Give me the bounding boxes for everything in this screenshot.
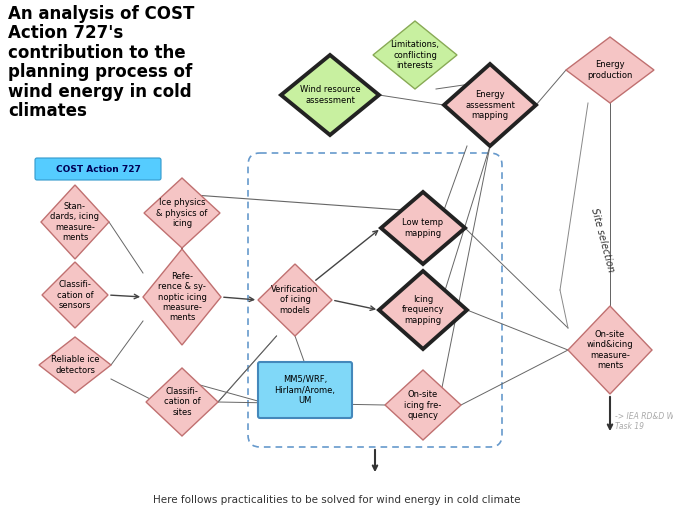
- Text: Stan-
dards, icing
measure-
ments: Stan- dards, icing measure- ments: [50, 202, 100, 242]
- Polygon shape: [444, 64, 536, 146]
- Polygon shape: [41, 185, 109, 259]
- Text: Icing
frequency
mapping: Icing frequency mapping: [402, 295, 444, 325]
- Polygon shape: [568, 306, 652, 394]
- Text: -> IEA RD&D WIND,
Task 19: -> IEA RD&D WIND, Task 19: [615, 412, 673, 431]
- Polygon shape: [566, 37, 654, 103]
- Polygon shape: [379, 271, 467, 349]
- Text: Site selection: Site selection: [589, 207, 615, 273]
- Text: Reliable ice
detectors: Reliable ice detectors: [50, 356, 99, 375]
- Text: Classifi-
cation of
sensors: Classifi- cation of sensors: [57, 280, 94, 310]
- Polygon shape: [373, 21, 457, 89]
- Text: Here follows practicalities to be solved for wind energy in cold climate: Here follows practicalities to be solved…: [153, 495, 520, 505]
- Text: Classifi-
cation of
sites: Classifi- cation of sites: [164, 387, 201, 417]
- Polygon shape: [146, 368, 218, 436]
- Text: An analysis of COST
Action 727's
contribution to the
planning process of
wind en: An analysis of COST Action 727's contrib…: [8, 5, 194, 120]
- FancyBboxPatch shape: [258, 362, 352, 418]
- Polygon shape: [385, 370, 461, 440]
- Text: MM5/WRF,
Hirlam/Arome,
UM: MM5/WRF, Hirlam/Arome, UM: [275, 375, 336, 405]
- Text: On-site
icing fre-
quency: On-site icing fre- quency: [404, 390, 441, 420]
- Text: Verification
of icing
models: Verification of icing models: [271, 285, 319, 315]
- Polygon shape: [258, 264, 332, 336]
- Text: Energy
assessment
mapping: Energy assessment mapping: [465, 90, 515, 120]
- Text: Energy
production: Energy production: [588, 60, 633, 79]
- Text: Refe-
rence & sy-
noptic icing
measure-
ments: Refe- rence & sy- noptic icing measure- …: [157, 272, 207, 322]
- Polygon shape: [42, 262, 108, 328]
- Text: Ice physics
& physics of
icing: Ice physics & physics of icing: [156, 198, 208, 228]
- Text: Wind resource
assessment: Wind resource assessment: [299, 85, 360, 105]
- Text: COST Action 727: COST Action 727: [56, 165, 141, 173]
- Polygon shape: [39, 337, 111, 393]
- Polygon shape: [143, 249, 221, 345]
- Polygon shape: [281, 55, 379, 135]
- FancyBboxPatch shape: [35, 158, 161, 180]
- Polygon shape: [144, 178, 220, 248]
- Text: Low temp
mapping: Low temp mapping: [402, 218, 444, 238]
- Text: Limitations,
conflicting
interests: Limitations, conflicting interests: [390, 40, 439, 70]
- Text: On-site
wind&icing
measure-
ments: On-site wind&icing measure- ments: [587, 330, 633, 370]
- Polygon shape: [381, 192, 465, 264]
